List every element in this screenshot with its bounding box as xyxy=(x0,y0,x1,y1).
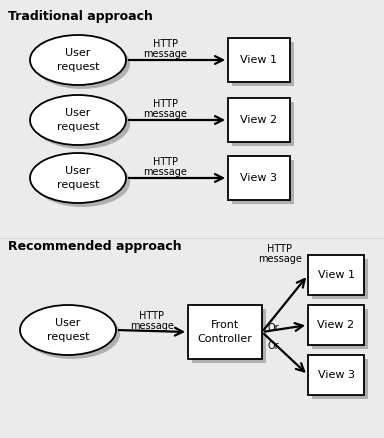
Text: message: message xyxy=(143,49,187,59)
Text: HTTP: HTTP xyxy=(152,99,177,109)
Text: message: message xyxy=(258,254,302,264)
Text: request: request xyxy=(57,62,99,72)
Bar xyxy=(308,305,364,345)
Bar xyxy=(312,359,368,399)
Ellipse shape xyxy=(30,35,126,85)
Text: View 3: View 3 xyxy=(318,370,354,380)
Text: HTTP: HTTP xyxy=(268,244,293,254)
Text: Recommended approach: Recommended approach xyxy=(8,240,182,253)
Text: HTTP: HTTP xyxy=(139,311,164,321)
Bar xyxy=(192,309,266,363)
Text: message: message xyxy=(143,167,187,177)
Ellipse shape xyxy=(34,157,130,207)
Text: Traditional approach: Traditional approach xyxy=(8,10,153,23)
Bar xyxy=(312,259,368,299)
Text: User: User xyxy=(65,166,91,176)
Bar xyxy=(308,255,364,295)
Text: View 1: View 1 xyxy=(240,55,278,65)
Text: HTTP: HTTP xyxy=(152,157,177,167)
Text: View 3: View 3 xyxy=(240,173,278,183)
Text: Controller: Controller xyxy=(197,334,252,344)
Ellipse shape xyxy=(24,309,120,359)
Ellipse shape xyxy=(20,305,116,355)
Text: View 1: View 1 xyxy=(318,270,354,280)
Text: View 2: View 2 xyxy=(240,115,278,125)
Text: request: request xyxy=(57,122,99,132)
Bar xyxy=(232,42,294,86)
Ellipse shape xyxy=(34,39,130,89)
Text: User: User xyxy=(65,48,91,58)
Text: request: request xyxy=(57,180,99,190)
Text: message: message xyxy=(143,109,187,119)
Text: Or: Or xyxy=(268,323,280,333)
Text: message: message xyxy=(130,321,174,331)
Text: request: request xyxy=(47,332,89,342)
Ellipse shape xyxy=(30,95,126,145)
Bar xyxy=(228,156,290,200)
Text: View 2: View 2 xyxy=(318,320,354,330)
Bar xyxy=(228,98,290,142)
Ellipse shape xyxy=(30,153,126,203)
Bar xyxy=(232,160,294,204)
Text: User: User xyxy=(65,108,91,118)
Ellipse shape xyxy=(34,99,130,149)
Bar xyxy=(232,102,294,146)
Text: Or: Or xyxy=(268,341,280,351)
Bar xyxy=(312,309,368,349)
Bar xyxy=(308,355,364,395)
Bar xyxy=(228,38,290,82)
Bar xyxy=(188,305,262,359)
Text: Front: Front xyxy=(211,320,239,330)
Text: HTTP: HTTP xyxy=(152,39,177,49)
Text: User: User xyxy=(55,318,81,328)
